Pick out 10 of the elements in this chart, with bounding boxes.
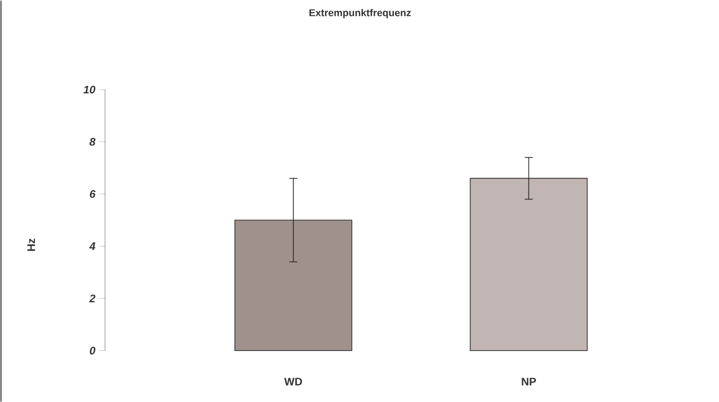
y-tick-label: 4 [89,242,96,250]
x-tick-label: NP [522,378,536,386]
chart-title: Extrempunktfrequenz [309,8,411,18]
y-axis-title: Hz [27,238,35,251]
y-tick-label: 0 [90,346,96,354]
y-tick-label: 10 [83,86,96,94]
y-tick-label: 2 [89,294,96,302]
y-tick-label: 6 [90,190,96,198]
y-tick-label: 8 [90,138,96,146]
x-tick-label: WD [284,378,302,386]
